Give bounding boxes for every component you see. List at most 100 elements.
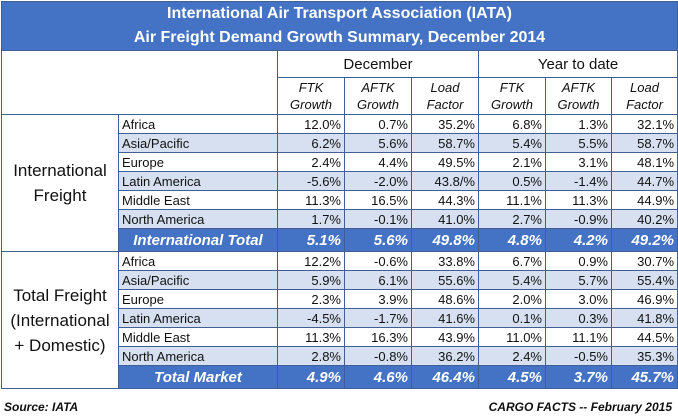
value-cell: 0.1% (478, 308, 546, 328)
value-cell: 44.9% (610, 190, 678, 210)
value-cell: 58.7% (610, 133, 678, 153)
value-cell: 6.7% (478, 251, 546, 271)
value-cell: 41.8% (610, 308, 678, 328)
credit-note: CARGO FACTS -- February 2015 (488, 400, 672, 414)
footer: Source: IATA CARGO FACTS -- February 201… (0, 399, 678, 416)
value-cell: 36.2% (411, 346, 479, 366)
header-year-to-date: Year to date (477, 50, 678, 78)
value-cell: 1.7% (277, 209, 345, 229)
value-cell: 2.7% (478, 209, 546, 229)
value-cell: 6.1% (344, 270, 412, 290)
value-cell: 11.1% (545, 327, 612, 347)
region-name: Africa (118, 114, 278, 134)
column-header-line: FTK (298, 80, 324, 95)
total-row: Total Market 4.9% 4.6% 46.4% 4.5% 3.7% 45.7% (2, 365, 678, 389)
value-cell: -0.9% (545, 209, 612, 229)
table-row: Asia/Pacific 6.2% 5.6% 58.7% 5.4% 5.5% 58.7% (2, 133, 678, 153)
value-cell: 44.7% (610, 171, 678, 191)
column-header: FTK Growth (478, 77, 546, 115)
value-cell: 32.1% (610, 114, 678, 134)
value-cell: 41.0% (411, 209, 479, 229)
region-name: Europe (118, 289, 278, 309)
value-cell: 0.3% (545, 308, 612, 328)
value-cell: 5.5% (545, 133, 612, 153)
value-cell: 11.3% (277, 190, 345, 210)
value-cell: 43.8/% (411, 171, 479, 191)
value-cell: 46.9% (610, 289, 678, 309)
column-header-row: FTK Growth AFTK Growth Load Factor FTK Growth AF… (2, 77, 678, 115)
section-label-line: + Domestic) (14, 335, 106, 355)
value-cell: -5.6% (277, 171, 345, 191)
table-row: Total Freight (International + Domestic) Af… (1, 251, 678, 389)
value-cell: 0.7% (344, 114, 412, 134)
iata-summary-figure: International Air Transport Association … (0, 1, 678, 389)
column-header: Load Factor (411, 77, 479, 115)
column-header: AFTK Growth (545, 77, 612, 115)
value-cell: 6.2% (277, 133, 345, 153)
value-cell: 5.6% (344, 133, 412, 153)
total-label: Total Market (118, 365, 278, 389)
value-cell: 43.9% (411, 327, 479, 347)
value-cell: 2.0% (478, 289, 546, 309)
table-row: International Freight Africa 12.0% 0.7% 35.2%… (1, 114, 678, 252)
value-cell: 0.9% (545, 251, 612, 271)
table-row: Latin America -4.5% -1.7% 41.6% 0.1% 0.3% 41.8… (2, 308, 678, 328)
column-header-line: AFTK (561, 80, 596, 95)
value-cell: 30.7% (610, 251, 678, 271)
header-december: December (277, 50, 479, 78)
table-row: Asia/Pacific 5.9% 6.1% 55.6% 5.4% 5.7% 55.4% (2, 270, 678, 290)
value-cell: 5.4% (478, 133, 546, 153)
value-cell: 6.8% (478, 114, 546, 134)
value-cell: -1.7% (344, 308, 412, 328)
value-cell: 40.2% (610, 209, 678, 229)
value-cell: 48.1% (610, 152, 678, 172)
table-title: International Air Transport Association … (0, 1, 678, 51)
column-header-line: Growth (491, 97, 533, 112)
value-cell: -2.0% (344, 171, 412, 191)
value-cell: 3.0% (545, 289, 612, 309)
column-header-line: AFTK (361, 80, 395, 95)
column-header: Load Factor (610, 77, 678, 115)
freight-demand-table: International Air Transport Association … (0, 1, 678, 389)
column-header-line: Factor (426, 97, 464, 112)
value-cell: 35.3% (610, 346, 678, 366)
section-label-line: (International (10, 310, 110, 330)
value-cell: 11.1% (478, 190, 546, 210)
value-cell: 44.3% (411, 190, 479, 210)
value-cell: 5.7% (545, 270, 612, 290)
region-name: Asia/Pacific (118, 270, 278, 290)
column-header-line: Load (630, 80, 659, 95)
value-cell: 41.6% (411, 308, 479, 328)
value-cell: -0.5% (545, 346, 612, 366)
total-value: 4.8% (478, 228, 546, 252)
column-header-line: Growth (357, 97, 399, 112)
value-cell: 35.2% (411, 114, 479, 134)
value-cell: -0.1% (344, 209, 412, 229)
value-cell: 11.0% (478, 327, 546, 347)
total-value: 5.1% (277, 228, 345, 252)
total-value: 49.2% (610, 228, 678, 252)
total-value: 46.4% (411, 365, 479, 389)
value-cell: 5.4% (478, 270, 546, 290)
column-header-line: Growth (557, 97, 600, 112)
value-cell: 3.9% (344, 289, 412, 309)
value-cell: -0.6% (344, 251, 412, 271)
header-corner (1, 50, 278, 115)
table-row: Latin America -5.6% -2.0% 43.8/% 0.5% -1.4% 44… (2, 171, 678, 191)
value-cell: 58.7% (411, 133, 479, 153)
column-header: FTK Growth (277, 77, 345, 115)
value-cell: 2.4% (277, 152, 345, 172)
value-cell: 11.3% (545, 190, 612, 210)
section-label: International Freight (1, 114, 119, 252)
section-label-line: Freight (33, 186, 87, 205)
total-value: 4.2% (545, 228, 612, 252)
value-cell: 55.6% (411, 270, 479, 290)
value-cell: 11.3% (277, 327, 345, 347)
column-header: AFTK Growth (344, 77, 412, 115)
total-value: 4.9% (277, 365, 345, 389)
region-name: Africa (118, 251, 278, 271)
region-name: North America (118, 346, 278, 366)
value-cell: 2.4% (478, 346, 546, 366)
section-label-line: International (13, 161, 107, 180)
value-cell: 55.4% (610, 270, 678, 290)
